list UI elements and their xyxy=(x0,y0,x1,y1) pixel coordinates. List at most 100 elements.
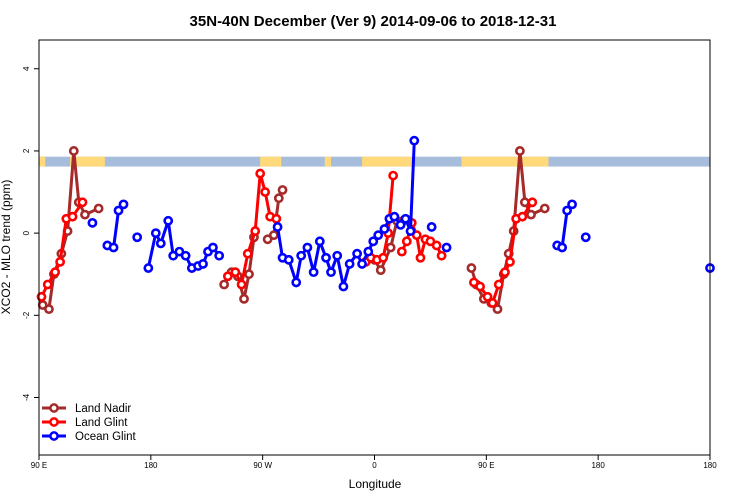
point-land-glint-22 xyxy=(396,246,407,257)
point-land-nadir-32 xyxy=(514,146,525,156)
point-land-glint-2 xyxy=(50,267,61,278)
point-ocean-glint-5 xyxy=(132,232,143,243)
point-ocean-glint-28 xyxy=(326,267,336,278)
legend-label-ocean-glint: Ocean Glint xyxy=(75,431,137,443)
point-ocean-glint-43 xyxy=(409,135,420,146)
band-land-0 xyxy=(39,156,46,167)
point-ocean-glint-0 xyxy=(87,217,98,228)
legend: Land Nadir Land Glint Ocean Glint xyxy=(42,403,137,443)
point-land-glint-23 xyxy=(401,236,412,247)
point-ocean-glint-18 xyxy=(214,250,225,261)
x-tick-label-3: 0 xyxy=(372,461,377,470)
legend-marker-ocean-glint xyxy=(49,431,59,441)
point-ocean-glint-24 xyxy=(302,242,313,253)
y-tick-label-0: -4 xyxy=(22,393,31,401)
point-land-nadir-8 xyxy=(93,203,104,214)
point-ocean-glint-35 xyxy=(368,236,379,247)
point-ocean-glint-22 xyxy=(291,277,302,288)
series-ocean-glint xyxy=(87,135,715,292)
point-land-nadir-33 xyxy=(519,197,530,208)
point-land-nadir-21 xyxy=(385,242,396,253)
point-land-nadir-13 xyxy=(244,269,254,280)
point-land-glint-6 xyxy=(77,197,88,208)
point-ocean-glint-44 xyxy=(426,222,437,232)
point-ocean-glint-12 xyxy=(180,250,191,261)
point-land-glint-36 xyxy=(500,267,510,278)
legend-marker-land-nadir xyxy=(49,403,59,413)
point-ocean-glint-33 xyxy=(357,259,367,269)
x-axis-label: Longitude xyxy=(349,477,402,491)
point-ocean-glint-15 xyxy=(198,259,208,269)
series-land-glint xyxy=(36,168,538,308)
point-ocean-glint-6 xyxy=(143,263,154,273)
point-ocean-glint-50 xyxy=(580,232,591,243)
y-tick-label-2: 0 xyxy=(22,230,31,235)
x-tick-label-end: 180 xyxy=(703,461,717,470)
point-ocean-glint-25 xyxy=(308,267,319,278)
point-land-nadir-17 xyxy=(273,193,284,204)
legend-label-land-glint: Land Glint xyxy=(75,417,128,429)
point-land-glint-7 xyxy=(222,271,233,282)
band-land-3 xyxy=(324,156,332,167)
point-land-nadir-20 xyxy=(375,265,386,275)
point-ocean-glint-4 xyxy=(118,199,129,210)
point-ocean-glint-39 xyxy=(389,211,400,222)
point-ocean-glint-17 xyxy=(208,242,218,253)
y-tick-label-3: 2 xyxy=(22,148,31,153)
legend-label-land-nadir: Land Nadir xyxy=(75,403,131,415)
x-tick-label-1: 180 xyxy=(144,461,158,470)
point-land-nadir-5 xyxy=(68,146,79,156)
point-land-glint-33 xyxy=(482,291,493,302)
surface-type-band xyxy=(39,156,710,167)
point-land-nadir-16 xyxy=(268,230,279,241)
point-ocean-glint-36 xyxy=(373,230,384,241)
point-ocean-glint-2 xyxy=(108,242,119,253)
band-land-5 xyxy=(461,156,549,167)
point-land-glint-11 xyxy=(250,226,261,236)
point-ocean-glint-45 xyxy=(441,242,452,253)
point-land-nadir-7 xyxy=(80,209,90,220)
point-land-nadir-35 xyxy=(539,203,550,214)
point-ocean-glint-9 xyxy=(163,215,174,226)
chart-title: 35N-40N December (Ver 9) 2014-09-06 to 2… xyxy=(190,13,557,30)
point-land-glint-26 xyxy=(415,252,426,263)
point-ocean-glint-21 xyxy=(283,254,294,265)
point-land-glint-39 xyxy=(517,211,528,222)
point-land-glint-29 xyxy=(431,240,442,251)
point-land-glint-0 xyxy=(36,291,47,302)
point-land-nadir-34 xyxy=(526,209,536,220)
axes: -4 -2 0 2 4 90 E 180 90 W 0 90 E 180 180 xyxy=(22,66,717,470)
point-ocean-glint-19 xyxy=(272,222,283,232)
point-ocean-glint-48 xyxy=(562,205,573,216)
x-tick-label-4: 90 E xyxy=(478,461,494,470)
point-ocean-glint-40 xyxy=(395,220,406,230)
y-tick-label-4: 4 xyxy=(22,66,31,71)
point-land-glint-35 xyxy=(493,279,504,290)
point-land-glint-1 xyxy=(42,279,53,290)
point-land-glint-40 xyxy=(527,197,538,208)
point-ocean-glint-42 xyxy=(405,226,416,236)
x-tick-label-2: 90 W xyxy=(253,461,272,470)
point-land-glint-13 xyxy=(260,187,271,197)
point-ocean-glint-49 xyxy=(567,199,577,210)
point-ocean-glint-31 xyxy=(344,259,355,269)
point-land-nadir-28 xyxy=(492,304,503,315)
plot-frame xyxy=(38,39,711,456)
band-land-1 xyxy=(70,156,105,167)
point-ocean-glint-30 xyxy=(338,281,349,292)
point-land-glint-19 xyxy=(378,252,389,263)
point-land-glint-9 xyxy=(236,279,247,290)
point-land-nadir-9 xyxy=(219,279,230,290)
point-ocean-glint-34 xyxy=(363,246,374,257)
x-tick-label-5: 180 xyxy=(591,461,605,470)
point-ocean-glint-26 xyxy=(314,236,325,247)
point-ocean-glint-41 xyxy=(400,213,411,224)
point-land-glint-34 xyxy=(487,298,498,308)
point-land-glint-3 xyxy=(55,256,66,267)
legend-entry-land-nadir: Land Nadir xyxy=(42,403,131,415)
legend-entry-land-glint: Land Glint xyxy=(42,417,128,429)
point-ocean-glint-8 xyxy=(155,238,166,249)
band-land-4 xyxy=(362,156,412,167)
point-land-glint-30 xyxy=(436,250,447,261)
